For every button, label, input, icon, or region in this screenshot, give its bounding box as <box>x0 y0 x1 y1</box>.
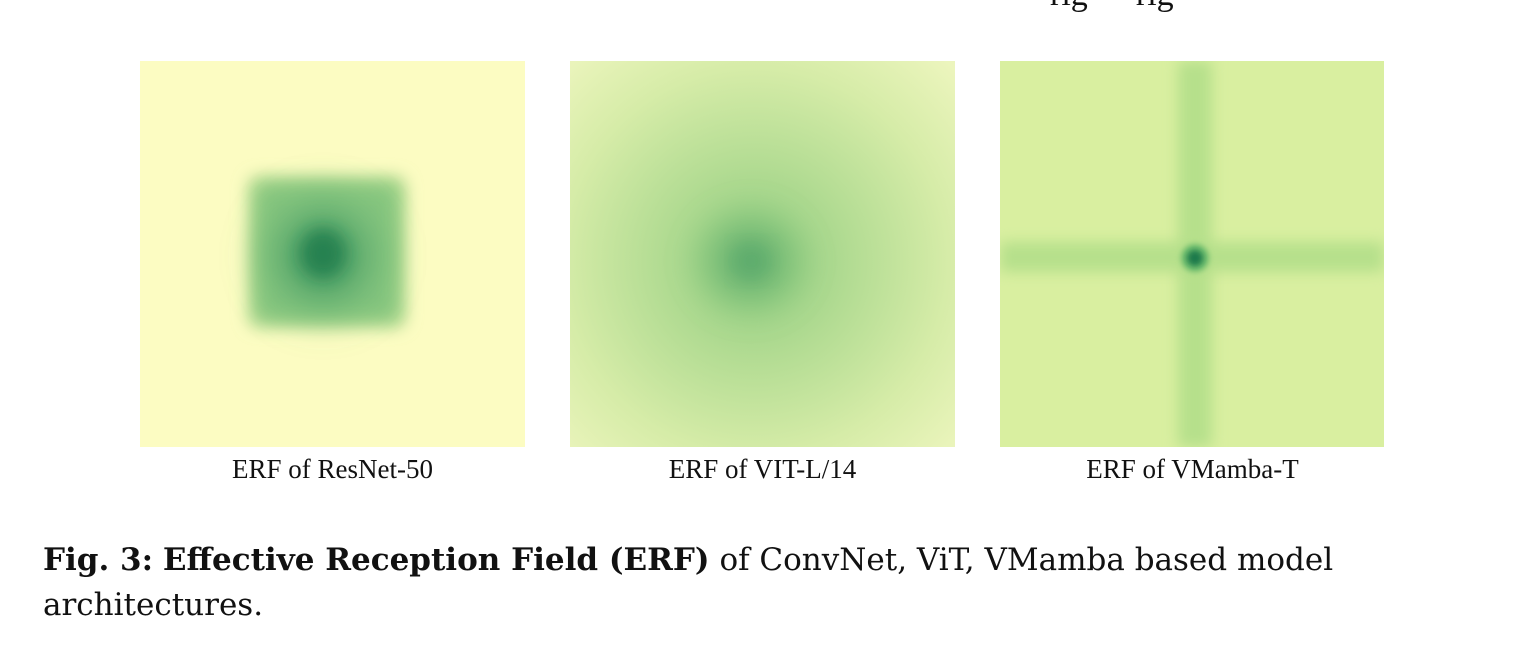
caption-resnet: ERF of ResNet-50 <box>140 452 525 486</box>
erf-vmamba-heatmap <box>1000 61 1384 447</box>
erf-resnet-heatmap <box>140 61 525 447</box>
figure-title: Effective Reception Field (ERF) <box>163 542 710 578</box>
clipped-header-text: rig · · rig <box>1050 0 1390 12</box>
figure-caption: Fig. 3: Effective Reception Field (ERF) … <box>43 538 1493 628</box>
caption-vit: ERF of VIT-L/14 <box>570 452 955 486</box>
caption-vmamba: ERF of VMamba-T <box>1000 452 1385 486</box>
erf-vit-heatmap <box>570 61 955 447</box>
figure-label: Fig. 3: <box>43 542 153 578</box>
